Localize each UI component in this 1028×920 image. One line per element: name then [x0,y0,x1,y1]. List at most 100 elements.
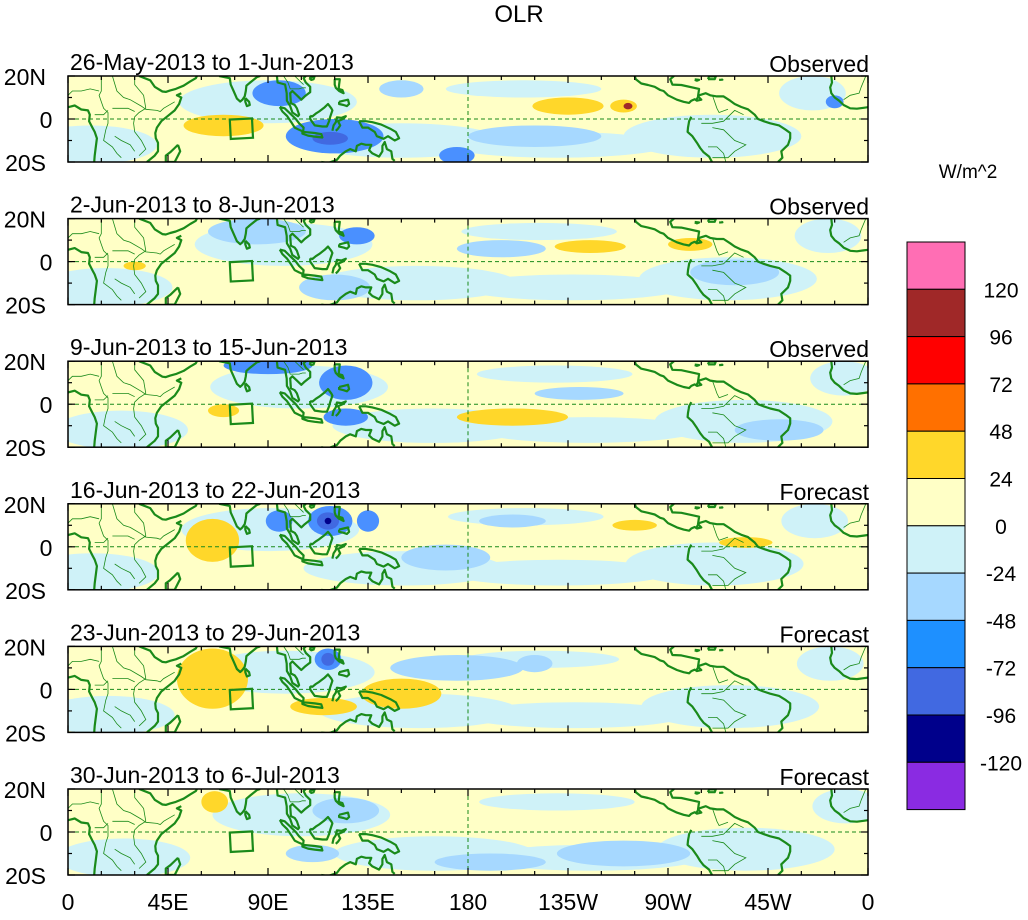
coastline [686,401,713,448]
coastline [338,811,351,821]
colorbar-swatch [906,478,966,527]
panel-type-label: Observed [769,51,869,77]
coastline [68,247,98,305]
lat-label: 0 [40,250,53,276]
anomaly-region [390,655,524,681]
anomaly-region [265,510,293,532]
coastline [633,76,703,104]
coastline [218,218,261,246]
coastline [309,673,334,698]
coastline [218,76,261,103]
country-border [98,789,122,871]
coastline [333,648,345,665]
country-border [294,218,304,228]
country-border [112,503,175,540]
country-border [112,76,175,112]
anomaly-region [183,114,264,137]
coastline [829,76,868,110]
country-border [712,840,747,872]
country-border [294,789,304,798]
country-border [708,574,727,590]
map-panel: 20N 0 20S 2-Jun-2013 to 8-Jun-2013 Observed [4,192,869,319]
anomaly-region-negative [461,222,617,241]
coastline [694,220,701,225]
coastline [694,519,792,590]
country-border [712,697,747,729]
coastline [333,220,345,237]
anomaly-region-negative [623,114,802,158]
longitude-axis: 0 45E 90E 135E 180 135W 90W 45W 0 [62,889,875,915]
colorbar: W/m^2 120 96 72 48 24 0 -24 -48 -72 -96 -120 [906,162,1022,811]
coastline [633,789,703,817]
country-border [98,76,122,158]
country-border [114,563,136,580]
anomaly-region [623,102,633,110]
lat-label: 20S [5,863,46,889]
figure-title: OLR [494,1,543,28]
lon-label: 90E [248,889,289,915]
anomaly-region-negative [794,218,862,253]
coastline [686,258,713,305]
coastline [719,648,724,652]
map-panels: 20N 0 20S 26-May-2013 to 1-Jun-2013 Observed… [4,49,870,889]
country-border [843,218,867,243]
coastline [829,361,868,395]
coastline [275,789,312,831]
coastline [68,104,98,162]
country-border [112,218,175,255]
lat-label: 0 [40,535,53,561]
coastline [335,210,338,214]
colorbar-label: -24 [986,563,1017,586]
anomaly-region [456,408,568,426]
colorbar-swatch [906,714,966,763]
coastline [686,544,713,590]
anomaly-region [439,146,475,162]
anomaly-region-negative [68,695,175,733]
country-border [133,503,147,584]
coastline [829,789,868,823]
analysis-box [228,687,255,711]
country-border [114,421,136,437]
coastline [321,711,396,733]
lat-label: 0 [40,107,53,133]
anomaly-region [554,240,626,253]
coastline [633,646,703,675]
anomaly-region [434,853,546,871]
coastline [694,78,701,82]
lon-label: 45W [744,889,792,915]
country-border [701,822,744,837]
country-border [112,678,135,683]
country-border [283,361,306,375]
coastline [68,532,98,590]
lon-label: 135W [538,889,598,915]
panel-period-label: 26-May-2013 to 1-Jun-2013 [70,49,354,75]
coastline [719,791,724,794]
lat-label: 20N [4,492,46,518]
panel-type-label: Forecast [780,479,870,505]
coastline [275,361,312,403]
country-border [712,269,747,301]
coastline [138,361,198,379]
country-border [843,76,867,101]
anomaly-region [612,519,657,531]
coastline [275,646,312,688]
coastline [138,503,198,521]
country-border [94,680,109,686]
coastline [68,674,98,733]
colorbar-swatch [906,430,966,480]
colorbar-swatch [906,761,966,811]
country-border [712,127,747,159]
country-border [112,646,175,683]
anomaly-region [252,80,306,107]
anomaly-region [356,510,380,532]
anomaly-region [734,419,824,441]
panel-type-label: Forecast [780,764,870,790]
panel-type-label: Observed [769,194,869,220]
country-border [708,146,727,162]
country-border [112,361,175,398]
coastline [331,828,347,845]
country-border [712,522,729,541]
anomaly-region-negative [68,125,157,162]
country-border [283,218,306,232]
country-border [68,516,100,524]
